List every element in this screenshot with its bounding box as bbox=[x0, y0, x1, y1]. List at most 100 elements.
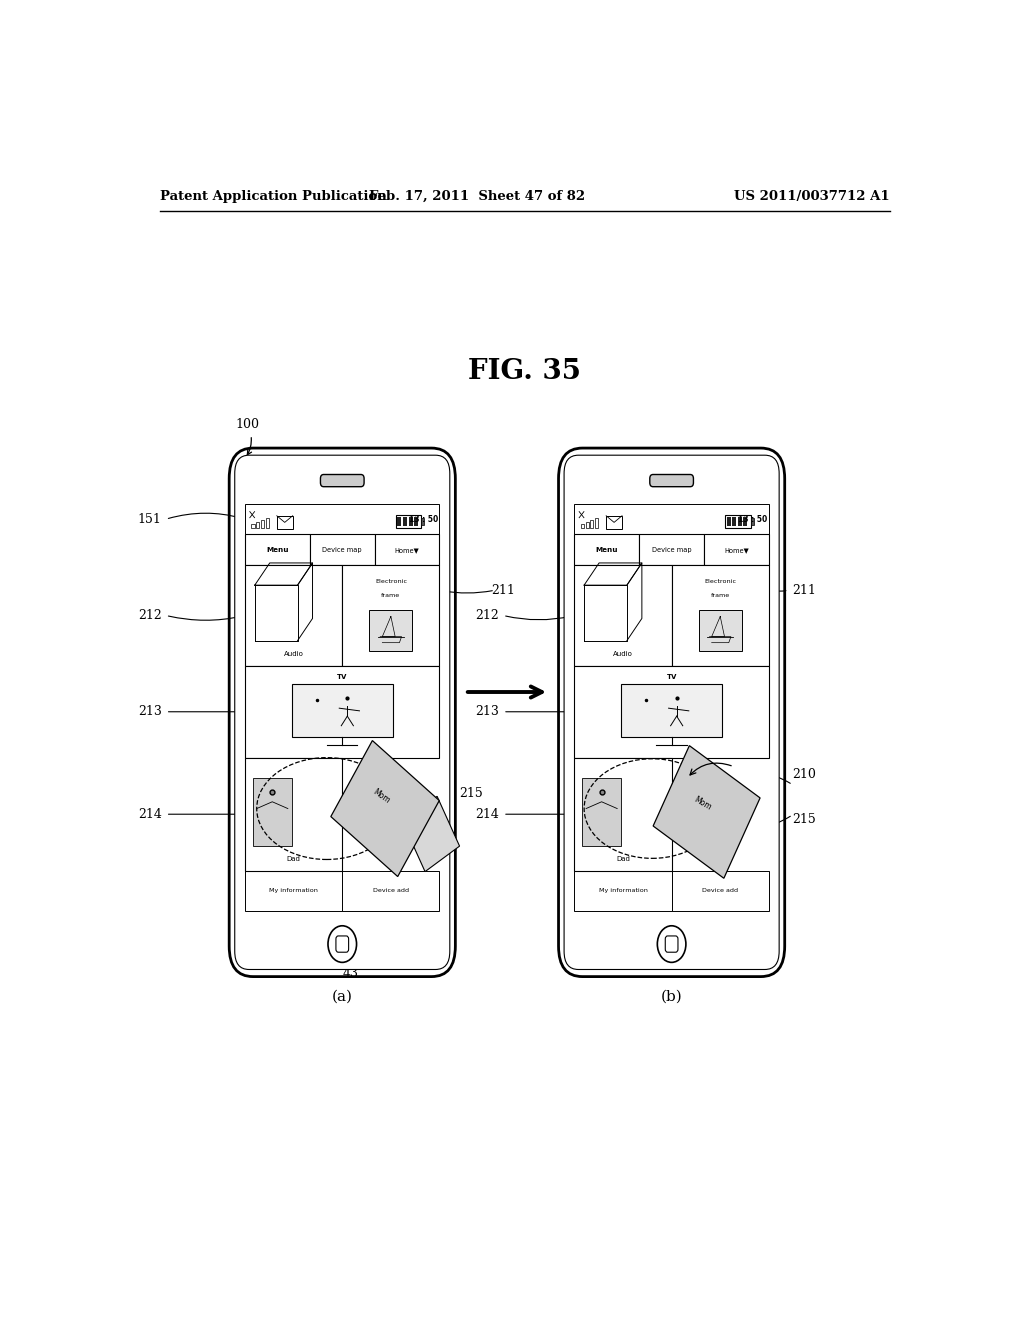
Bar bbox=[245, 565, 342, 665]
FancyBboxPatch shape bbox=[558, 447, 784, 977]
Circle shape bbox=[328, 925, 356, 962]
Bar bbox=[672, 871, 769, 911]
Bar bbox=[574, 665, 769, 758]
Bar bbox=[581, 524, 584, 528]
Text: Audio: Audio bbox=[613, 651, 633, 657]
Bar bbox=[574, 871, 672, 911]
Bar bbox=[252, 524, 255, 528]
Bar bbox=[261, 520, 264, 528]
Text: 213: 213 bbox=[138, 705, 162, 718]
Text: Electronic: Electronic bbox=[375, 578, 407, 583]
FancyBboxPatch shape bbox=[650, 474, 693, 487]
Bar bbox=[414, 517, 418, 527]
Bar bbox=[245, 535, 310, 565]
Bar bbox=[705, 535, 769, 565]
Text: 213: 213 bbox=[475, 705, 499, 718]
Bar bbox=[743, 517, 748, 527]
Text: Home▼: Home▼ bbox=[724, 546, 749, 553]
Bar bbox=[310, 535, 375, 565]
Text: Dad: Dad bbox=[287, 857, 301, 862]
Text: (a): (a) bbox=[332, 990, 353, 1005]
Polygon shape bbox=[653, 746, 760, 878]
Bar bbox=[590, 520, 594, 528]
Text: Feb. 17, 2011  Sheet 47 of 82: Feb. 17, 2011 Sheet 47 of 82 bbox=[369, 190, 586, 202]
Bar bbox=[727, 517, 731, 527]
Bar bbox=[342, 565, 439, 665]
Bar bbox=[725, 515, 751, 528]
Bar bbox=[574, 504, 769, 535]
Bar bbox=[595, 519, 598, 528]
Text: My information: My information bbox=[269, 888, 318, 894]
Text: 212: 212 bbox=[475, 609, 499, 622]
FancyBboxPatch shape bbox=[666, 936, 678, 952]
Bar bbox=[639, 535, 705, 565]
Text: 151: 151 bbox=[138, 512, 162, 525]
Text: Mom: Mom bbox=[371, 787, 391, 805]
Text: 215: 215 bbox=[460, 787, 483, 800]
Bar bbox=[245, 504, 439, 535]
FancyBboxPatch shape bbox=[321, 474, 365, 487]
Text: 13 : 50: 13 : 50 bbox=[409, 515, 438, 524]
Bar bbox=[574, 758, 672, 871]
Text: US 2011/0037712 A1: US 2011/0037712 A1 bbox=[734, 190, 890, 202]
Bar bbox=[403, 517, 407, 527]
Text: 214: 214 bbox=[138, 808, 162, 821]
Text: frame: frame bbox=[711, 593, 730, 598]
Text: Mom: Mom bbox=[692, 795, 713, 812]
Bar bbox=[253, 777, 292, 846]
Bar bbox=[606, 516, 622, 529]
Text: 212: 212 bbox=[138, 609, 162, 622]
FancyBboxPatch shape bbox=[229, 447, 456, 977]
Text: Device map: Device map bbox=[652, 546, 691, 553]
Text: Menu: Menu bbox=[266, 546, 289, 553]
Bar bbox=[574, 535, 639, 565]
Bar bbox=[397, 517, 401, 527]
Bar bbox=[751, 519, 754, 525]
Polygon shape bbox=[402, 796, 460, 871]
Text: Menu: Menu bbox=[596, 546, 618, 553]
Circle shape bbox=[657, 925, 686, 962]
FancyBboxPatch shape bbox=[336, 936, 348, 952]
Bar bbox=[732, 517, 736, 527]
Bar bbox=[396, 515, 421, 528]
Bar bbox=[370, 610, 413, 651]
Text: 211: 211 bbox=[492, 583, 515, 597]
Text: 100: 100 bbox=[236, 418, 259, 432]
Bar bbox=[245, 758, 342, 871]
Text: My information: My information bbox=[599, 888, 647, 894]
Text: Patent Application Publication: Patent Application Publication bbox=[160, 190, 386, 202]
Bar bbox=[245, 871, 342, 911]
FancyBboxPatch shape bbox=[564, 455, 779, 969]
Bar bbox=[672, 565, 769, 665]
Text: Device add: Device add bbox=[373, 888, 409, 894]
Bar bbox=[738, 517, 741, 527]
Polygon shape bbox=[331, 741, 439, 876]
Bar bbox=[375, 535, 439, 565]
Bar bbox=[409, 517, 413, 527]
FancyBboxPatch shape bbox=[234, 455, 450, 969]
Bar bbox=[698, 610, 741, 651]
Bar bbox=[342, 871, 439, 911]
Text: Audio: Audio bbox=[284, 651, 303, 657]
Bar bbox=[574, 565, 672, 665]
Bar bbox=[276, 516, 293, 529]
Bar bbox=[265, 519, 269, 528]
Bar bbox=[292, 684, 393, 738]
Text: FIG. 35: FIG. 35 bbox=[468, 358, 582, 385]
Text: Device map: Device map bbox=[323, 546, 362, 553]
Text: TV: TV bbox=[337, 675, 347, 680]
Bar bbox=[586, 523, 589, 528]
Bar bbox=[245, 665, 439, 758]
Text: Device add: Device add bbox=[702, 888, 738, 894]
Text: 211: 211 bbox=[793, 583, 816, 597]
Bar bbox=[622, 684, 722, 738]
Text: 210: 210 bbox=[793, 768, 816, 781]
Text: 214: 214 bbox=[475, 808, 499, 821]
Text: TV: TV bbox=[667, 675, 677, 680]
Bar bbox=[256, 523, 259, 528]
Text: 13 : 50: 13 : 50 bbox=[738, 515, 768, 524]
Text: Electronic: Electronic bbox=[705, 578, 736, 583]
Text: Home▼: Home▼ bbox=[394, 546, 420, 553]
Text: 215: 215 bbox=[793, 813, 816, 826]
Text: (b): (b) bbox=[660, 990, 682, 1005]
